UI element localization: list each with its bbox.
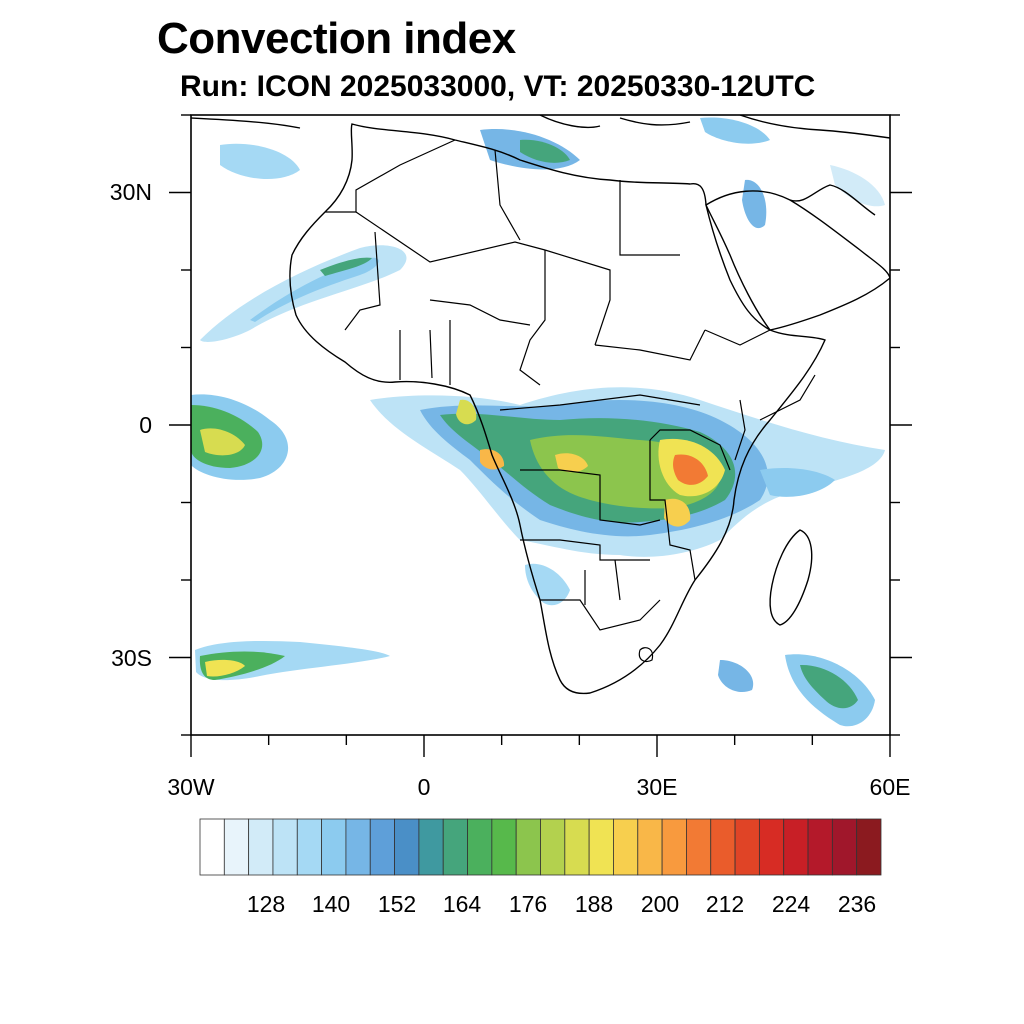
coastlines [191, 115, 890, 695]
lon-label-60e: 60E [870, 774, 911, 800]
colorbar-label: 152 [378, 891, 416, 917]
colorbar-swatch [540, 818, 566, 876]
map-subtitle: Run: ICON 2025033000, VT: 20250330-12UTC [180, 70, 816, 103]
colorbar-swatch [807, 818, 833, 876]
lat-label-30n: 30N [110, 179, 152, 205]
axis-ticks [169, 114, 912, 757]
colorbar-label: 176 [509, 891, 547, 917]
colorbar-swatch [199, 818, 225, 876]
colorbar-swatch [491, 818, 517, 876]
colorbar [199, 818, 882, 876]
colorbar-swatch [856, 818, 882, 876]
country-borders [325, 139, 816, 663]
colorbar-swatch [345, 818, 371, 876]
convection-cluster-central-africa [370, 387, 885, 557]
colorbar-swatch [588, 818, 614, 876]
colorbar-swatch [321, 818, 347, 876]
colorbar-label: 188 [575, 891, 613, 917]
colorbar-swatch [467, 818, 493, 876]
colorbar-swatch [758, 818, 785, 876]
convection-cluster-atlantic-north [200, 143, 407, 342]
colorbar-swatch [831, 818, 858, 876]
convection-cluster-atlantic-equator [191, 394, 289, 480]
colorbar-label: 140 [312, 891, 350, 917]
colorbar-swatch [418, 818, 444, 876]
convection-cluster-southern-africa [525, 563, 570, 606]
colorbar-swatch [248, 818, 274, 876]
lon-label-30w: 30W [167, 774, 215, 800]
colorbar-swatch [637, 818, 663, 876]
colorbar-swatch [783, 818, 809, 876]
colorbar-label: 128 [247, 891, 285, 917]
colorbar-swatch [223, 818, 250, 876]
colorbar-swatch [272, 818, 298, 876]
lat-label-30s: 30S [111, 645, 152, 671]
colorbar-swatch [686, 818, 712, 876]
convection-cluster-indian-ocean [718, 654, 875, 727]
colorbar-swatch [442, 818, 468, 876]
colorbar-label: 212 [706, 891, 744, 917]
colorbar-label: 236 [838, 891, 876, 917]
colorbar-swatch [710, 818, 736, 876]
lon-label-0: 0 [418, 774, 431, 800]
colorbar-swatch [661, 818, 687, 876]
colorbar-label: 224 [772, 891, 811, 917]
colorbar-swatch [734, 818, 760, 876]
convection-cluster-south-atlantic [195, 640, 390, 681]
colorbar-swatch [296, 818, 323, 876]
colorbar-label: 200 [641, 891, 679, 917]
colorbar-swatch [394, 818, 420, 876]
colorbar-label: 164 [443, 891, 482, 917]
colorbar-swatch [369, 818, 395, 876]
colorbar-swatch [564, 818, 590, 876]
convection-cluster-north [480, 117, 885, 229]
convection-field [191, 117, 885, 727]
map-title: Convection index [157, 14, 516, 63]
lon-label-30e: 30E [637, 774, 678, 800]
colorbar-labels: 128 140 152 164 176 188 200 212 224 236 [247, 891, 876, 917]
colorbar-swatch [515, 818, 541, 876]
colorbar-swatch [613, 818, 639, 876]
lat-label-0: 0 [139, 412, 152, 438]
